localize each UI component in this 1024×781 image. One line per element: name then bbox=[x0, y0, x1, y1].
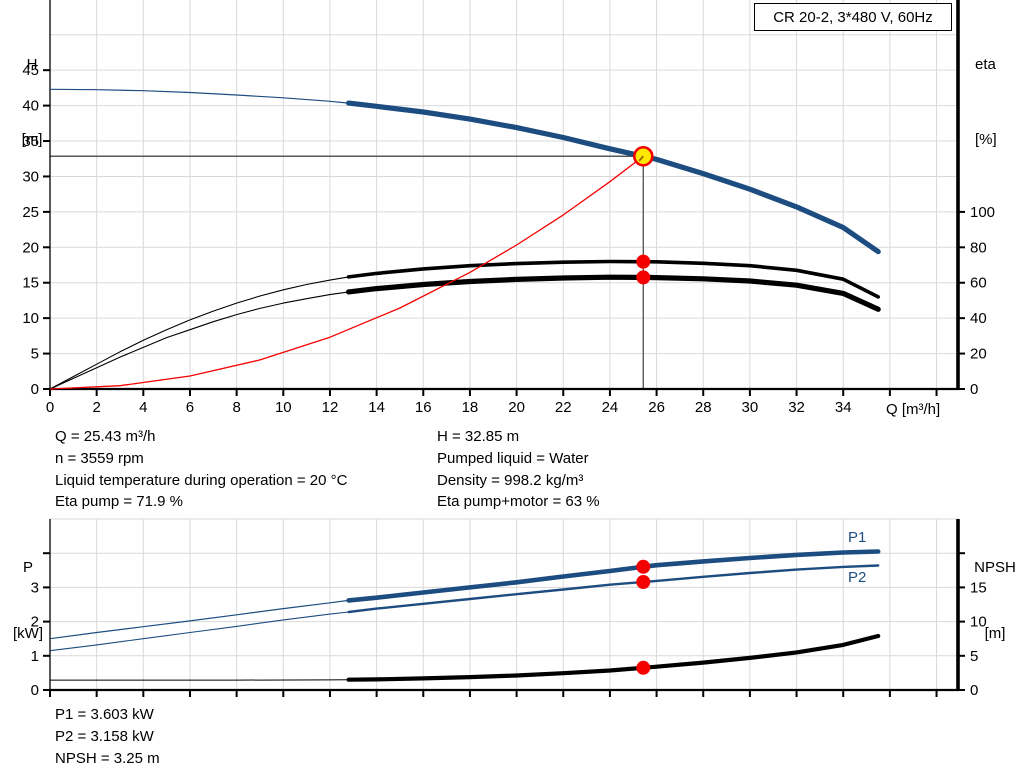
npsh-axis-label: NPSH [m] bbox=[966, 513, 1024, 689]
eta-axis-symbol: eta bbox=[975, 56, 996, 73]
y-left-tick-label: 30 bbox=[22, 168, 39, 185]
system-curve-thin bbox=[49, 155, 644, 390]
y-right-tick-label: 100 bbox=[970, 204, 995, 221]
pump-curve bbox=[346, 100, 881, 255]
y-left-tick-label: 0 bbox=[31, 682, 39, 699]
h-axis-unit: [m] bbox=[21, 131, 43, 148]
y-right-tick-label: 60 bbox=[970, 275, 987, 292]
p2-curve-tag: P2 bbox=[848, 569, 866, 586]
duty-info-bottom: P1 = 3.603 kW P2 = 3.158 kW NPSH = 3.25 … bbox=[55, 704, 160, 769]
x-tick-label: 0 bbox=[46, 399, 54, 416]
x-tick-label: 6 bbox=[186, 399, 194, 416]
y-right-tick-label: 5 bbox=[970, 648, 978, 665]
x-tick-label: 14 bbox=[368, 399, 385, 416]
x-tick-label: 26 bbox=[648, 399, 665, 416]
h-axis-label: H [m] bbox=[13, 2, 51, 202]
x-tick-label: 22 bbox=[555, 399, 572, 416]
duty-info-right: H = 32.85 m Pumped liquid = Water Densit… bbox=[437, 426, 600, 513]
info-eta-pump: Eta pump = 71.9 % bbox=[55, 493, 183, 511]
y-right-tick-label: 0 bbox=[970, 682, 978, 699]
y-right-tick-label: 15 bbox=[970, 579, 987, 596]
info-density: Density = 998.2 kg/m³ bbox=[437, 471, 584, 489]
p1-curve-tag-text: P1 bbox=[848, 529, 867, 546]
x-tick-label: 4 bbox=[139, 399, 147, 416]
duty-point-cursor bbox=[638, 155, 644, 162]
eta-axis-unit: [%] bbox=[975, 131, 997, 148]
info-p2: P2 = 3.158 kW bbox=[55, 727, 154, 745]
npsh-axis-symbol: NPSH bbox=[974, 559, 1016, 576]
duty-info-left: Q = 25.43 m³/h n = 3559 rpm Liquid tempe… bbox=[55, 426, 347, 513]
p1-curve bbox=[346, 549, 881, 603]
pump-title-box: CR 20-2, 3*480 V, 60Hz bbox=[754, 3, 952, 31]
p-axis-unit: [kW] bbox=[13, 625, 43, 642]
p2-curve bbox=[347, 564, 880, 614]
info-npsh: NPSH = 3.25 m bbox=[55, 749, 160, 767]
x-tick-label: 24 bbox=[602, 399, 619, 416]
y-left-tick-label: 5 bbox=[31, 346, 39, 363]
q-axis-label: Q [m³/h] bbox=[886, 401, 941, 418]
y-left-tick-label: 1 bbox=[31, 648, 39, 665]
y-left-tick-label: 0 bbox=[31, 381, 39, 398]
info-eta-pump-motor: Eta pump+motor = 63 % bbox=[437, 493, 600, 511]
p2-curve-thin bbox=[49, 611, 349, 652]
y-left-tick-label: 15 bbox=[22, 275, 39, 292]
x-tick-label: 10 bbox=[275, 399, 292, 416]
duty-dot-eta bbox=[636, 270, 651, 285]
duty-dot-p bbox=[636, 559, 651, 574]
duty-dot-eta bbox=[636, 254, 651, 269]
eta-pump-curve-thin bbox=[49, 276, 349, 390]
y-left-tick-label: 35 bbox=[22, 133, 39, 150]
y-left-tick-label: 10 bbox=[22, 310, 39, 327]
y-left-tick-label: 40 bbox=[22, 98, 39, 115]
pump-curve-thin bbox=[49, 88, 349, 104]
p1-curve-tag: P1 bbox=[848, 529, 866, 546]
info-q: Q = 25.43 m³/h bbox=[55, 428, 156, 445]
p-axis-label: P [kW] bbox=[8, 513, 48, 689]
x-tick-label: 18 bbox=[462, 399, 479, 416]
y-left-tick-label: 20 bbox=[22, 239, 39, 256]
info-speed: n = 3559 rpm bbox=[55, 449, 144, 467]
p1-curve-thin bbox=[49, 599, 349, 640]
eta-axis-label: eta [%] bbox=[975, 2, 1019, 202]
eta-pump-curve bbox=[346, 259, 881, 299]
pump-title-text: CR 20-2, 3*480 V, 60Hz bbox=[773, 8, 933, 26]
h-axis-symbol: H bbox=[26, 56, 38, 73]
y-left-tick-label: 3 bbox=[31, 579, 39, 596]
x-tick-label: 2 bbox=[92, 399, 100, 416]
eta-pump-motor-curve-thin bbox=[49, 291, 349, 390]
info-head: H = 32.85 m bbox=[437, 428, 520, 445]
info-pumped-liquid: Pumped liquid = Water bbox=[437, 449, 589, 467]
info-p1: P1 = 3.603 kW bbox=[55, 706, 154, 723]
p2-curve-tag-text: P2 bbox=[848, 569, 867, 586]
npsh-curve bbox=[346, 633, 881, 682]
y-right-tick-label: 0 bbox=[970, 381, 978, 398]
x-tick-label: 20 bbox=[508, 399, 525, 416]
y-right-tick-label: 10 bbox=[970, 614, 987, 631]
y-right-tick-label: 40 bbox=[970, 310, 987, 327]
x-tick-label: 8 bbox=[232, 399, 240, 416]
p-axis-symbol: P bbox=[22, 559, 33, 576]
info-liquid-temp: Liquid temperature during operation = 20… bbox=[55, 471, 348, 489]
y-left-tick-label: 25 bbox=[22, 204, 39, 221]
eta-pump-motor-curve bbox=[346, 274, 881, 312]
x-tick-label: 30 bbox=[742, 399, 759, 416]
y-right-tick-label: 80 bbox=[970, 239, 987, 256]
duty-dot-npsh bbox=[636, 660, 651, 675]
duty-dot-p bbox=[636, 574, 651, 589]
x-tick-label: 16 bbox=[415, 399, 432, 416]
y-left-tick-label: 2 bbox=[31, 614, 39, 631]
x-tick-label: 32 bbox=[788, 399, 805, 416]
x-tick-label: 34 bbox=[835, 399, 852, 416]
x-tick-label: 12 bbox=[322, 399, 339, 416]
y-left-tick-label: 45 bbox=[22, 62, 39, 79]
npsh-axis-unit: [m] bbox=[984, 625, 1006, 642]
x-tick-label: 28 bbox=[695, 399, 712, 416]
y-right-tick-label: 20 bbox=[970, 346, 987, 363]
